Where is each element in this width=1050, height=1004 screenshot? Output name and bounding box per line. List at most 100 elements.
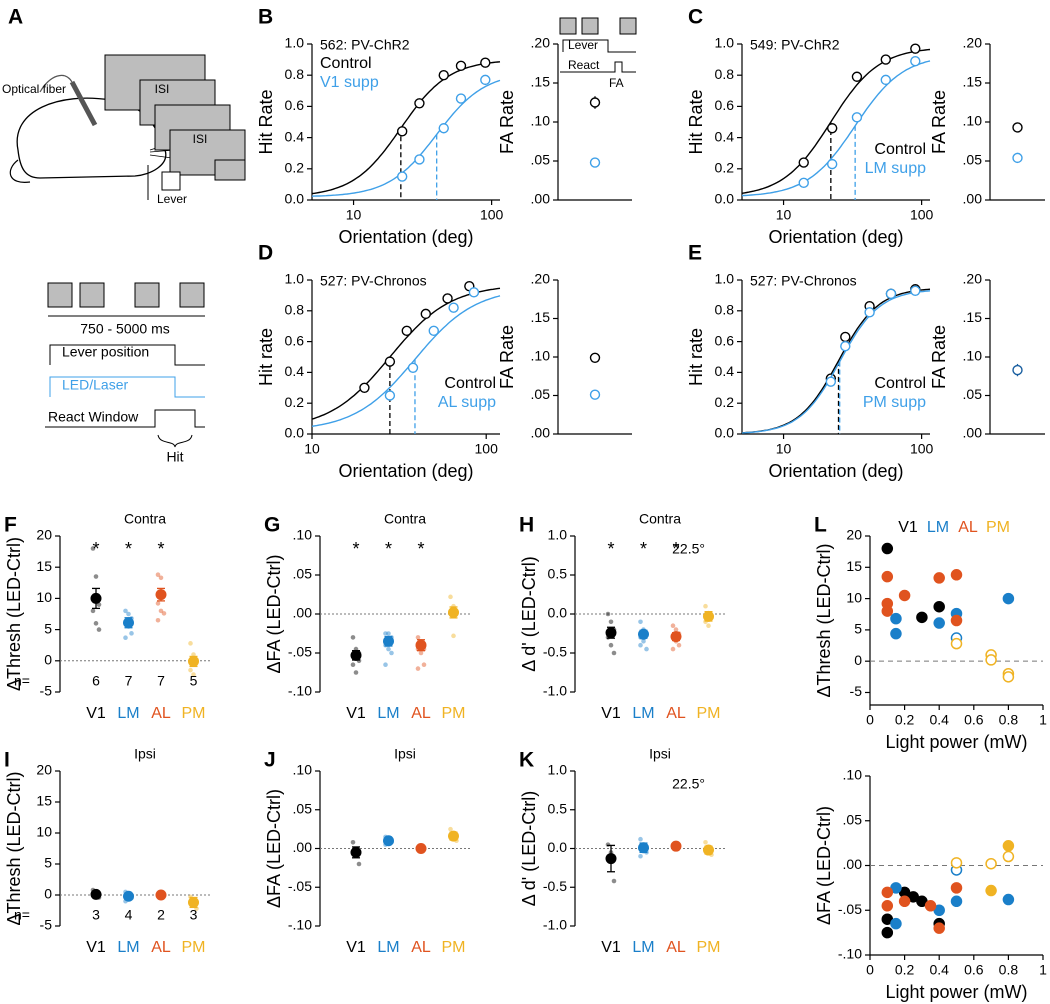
data-point bbox=[428, 325, 439, 337]
stimulus bbox=[47, 282, 73, 308]
data-point bbox=[880, 54, 891, 65]
y-tick-label: .00 bbox=[293, 605, 313, 621]
y-tick-label: .00 bbox=[531, 191, 551, 207]
label: React bbox=[568, 58, 600, 72]
y-tick-label: 1.0 bbox=[285, 35, 305, 51]
data-point bbox=[851, 112, 863, 123]
data-point bbox=[455, 60, 467, 72]
y-tick-label: 0.4 bbox=[285, 128, 305, 144]
chart: -5 0 5 10 15 20 ΔThresh (LED-Ctrl)F Contra V1 * 6 L… bbox=[4, 511, 210, 722]
individual-point bbox=[188, 667, 193, 673]
y-axis-label: ΔThresh (LED-Ctrl) bbox=[4, 771, 24, 925]
label: Lever position bbox=[62, 344, 149, 360]
data-point bbox=[985, 654, 997, 666]
individual-point bbox=[353, 670, 359, 675]
y-tick-label: .10 bbox=[531, 113, 551, 129]
y-tick-label: .00 bbox=[531, 425, 551, 441]
data-point bbox=[396, 171, 408, 182]
individual-point bbox=[155, 617, 161, 623]
x-tick-label: 1 bbox=[1039, 962, 1047, 978]
y-axis-label: Δ d' (LED-Ctrl) bbox=[519, 791, 539, 906]
optical-fiber bbox=[69, 80, 98, 127]
individual-point bbox=[123, 635, 128, 641]
x-tick-label: LM bbox=[377, 939, 399, 956]
individual-point bbox=[418, 650, 424, 656]
label: React Window bbox=[48, 409, 139, 425]
chart: -.10 -.05 .00 .05 .10 ΔFA (LED-Ctrl) J Ipsi V1 LM… bbox=[264, 746, 470, 956]
mean-point bbox=[415, 843, 427, 854]
y-tick-label: .20 bbox=[963, 271, 983, 287]
y-tick-label: 0.2 bbox=[715, 160, 735, 176]
individual-point bbox=[96, 627, 102, 632]
chart-title: 549: PV-ChR2 bbox=[750, 37, 840, 53]
mean-point bbox=[123, 890, 134, 902]
mean-point bbox=[123, 617, 134, 629]
data-point bbox=[864, 307, 875, 318]
data-point bbox=[1002, 840, 1015, 852]
data-point bbox=[826, 158, 838, 170]
individual-point bbox=[638, 642, 643, 648]
individual-point bbox=[608, 642, 614, 648]
individual-point bbox=[350, 840, 356, 845]
y-axis-label: Hit Rate bbox=[686, 89, 706, 154]
data-point bbox=[420, 308, 431, 320]
individual-point bbox=[93, 574, 99, 579]
x-tick-label: 0.2 bbox=[895, 962, 915, 978]
mouse-tail bbox=[9, 159, 31, 183]
individual-point bbox=[638, 619, 643, 625]
chart: 0.0 0.2 0.4 0.6 0.8 1.0 Hit Rate 10 100 Orientati… bbox=[686, 6, 934, 247]
individual-point bbox=[673, 627, 679, 632]
y-tick-label: .10 bbox=[963, 113, 983, 129]
trace bbox=[49, 376, 205, 398]
individual-point bbox=[641, 639, 646, 644]
panel-letter: D bbox=[258, 242, 273, 265]
y-tick-label: .10 bbox=[843, 767, 863, 783]
individual-point bbox=[451, 633, 456, 639]
mean-point bbox=[638, 628, 649, 640]
x-axis-label: Orientation (deg) bbox=[338, 461, 473, 481]
x-tick-label: V1 bbox=[601, 705, 621, 722]
mean-point bbox=[383, 835, 394, 847]
y-tick-label: .15 bbox=[531, 74, 551, 90]
data-point bbox=[916, 611, 928, 624]
x-tick-label: 0.6 bbox=[964, 962, 984, 978]
mean-point bbox=[703, 844, 714, 856]
individual-point bbox=[93, 621, 99, 626]
annotation: 22.5° bbox=[672, 776, 705, 792]
mean-point bbox=[448, 606, 459, 618]
y-tick-label: .15 bbox=[531, 309, 551, 325]
x-tick-label: 0.8 bbox=[999, 712, 1019, 728]
chart: .00 .05 .10 .15 .20 FA Rate bbox=[929, 271, 1045, 441]
stimulus bbox=[134, 282, 160, 308]
y-tick-label: 20 bbox=[846, 527, 862, 543]
individual-point bbox=[670, 623, 676, 628]
individual-point bbox=[356, 861, 362, 867]
significance: * bbox=[417, 539, 424, 559]
x-axis-label: Orientation (deg) bbox=[768, 227, 903, 247]
y-tick-label: .05 bbox=[293, 800, 313, 816]
y-tick-label: .00 bbox=[963, 191, 983, 207]
y-tick-label: -.05 bbox=[288, 878, 312, 894]
mean-point bbox=[188, 655, 199, 667]
data-point bbox=[950, 569, 963, 581]
significance: * bbox=[672, 539, 679, 559]
data-point bbox=[407, 362, 419, 373]
panel-letter: L bbox=[814, 514, 827, 537]
data-point bbox=[950, 895, 963, 908]
y-tick-label: .10 bbox=[963, 348, 983, 364]
n-label: 2 bbox=[157, 907, 165, 923]
chart-title: Contra bbox=[639, 511, 681, 527]
data-point bbox=[468, 287, 480, 298]
n-label: 6 bbox=[92, 673, 100, 689]
fiber-cable bbox=[39, 74, 73, 93]
individual-point bbox=[161, 611, 167, 616]
brace bbox=[157, 434, 193, 448]
individual-point bbox=[129, 631, 134, 636]
panel-letter: E bbox=[688, 242, 702, 265]
mean-point bbox=[90, 592, 102, 604]
x-tick-label: V1 bbox=[346, 705, 366, 722]
x-tick-label: PM bbox=[442, 939, 466, 956]
data-point bbox=[950, 882, 963, 894]
individual-point bbox=[191, 672, 196, 677]
legend-entry: LM bbox=[927, 519, 949, 536]
